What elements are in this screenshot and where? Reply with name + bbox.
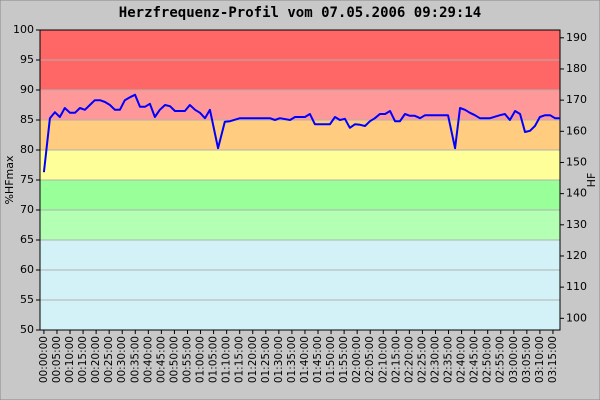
x-tick-label: 02:55:00 — [495, 336, 507, 383]
x-tick-label: 00:35:00 — [129, 336, 141, 383]
x-tick-label: 02:45:00 — [469, 336, 481, 383]
x-tick-label: 01:15:00 — [234, 336, 246, 383]
zone — [40, 150, 560, 180]
x-tick-label: 01:25:00 — [260, 336, 272, 383]
x-tick-label: 03:15:00 — [547, 336, 559, 383]
x-tick-label: 02:15:00 — [390, 336, 402, 383]
x-tick-label: 01:55:00 — [338, 336, 350, 383]
y-tick-label: 80 — [20, 143, 34, 156]
x-tick-label: 02:30:00 — [429, 336, 441, 383]
y-tick-label: 55 — [20, 293, 34, 306]
zone — [40, 120, 560, 150]
plot-frame — [39, 29, 561, 331]
y2-tick-label: 120 — [566, 249, 587, 262]
y-tick-label: 65 — [20, 233, 34, 246]
x-tick-label: 00:50:00 — [168, 336, 180, 383]
x-tick-label: 02:05:00 — [364, 336, 376, 383]
x-tick-label: 03:10:00 — [534, 336, 546, 383]
zone — [40, 240, 560, 330]
y2-tick-label: 150 — [566, 155, 587, 168]
y-axis-label: %HFmax — [3, 155, 16, 205]
x-tick-label: 02:50:00 — [482, 336, 494, 383]
y-tick-label: 85 — [20, 113, 34, 126]
x-tick-label: 01:50:00 — [325, 336, 337, 383]
x-tick-label: 00:15:00 — [77, 336, 89, 383]
zone — [40, 90, 560, 120]
y-tick-label: 60 — [20, 263, 34, 276]
y2-tick-label: 130 — [566, 218, 587, 231]
y2-tick-label: 190 — [566, 31, 587, 44]
zone — [40, 210, 560, 240]
x-tick-label: 00:05:00 — [51, 336, 63, 383]
x-tick-label: 02:40:00 — [456, 336, 468, 383]
y2-tick-label: 160 — [566, 124, 587, 137]
y2-tick-label: 100 — [566, 311, 587, 324]
y2-tick-label: 170 — [566, 93, 587, 106]
y-tick-label: 100 — [13, 23, 34, 36]
x-tick-label: 01:40:00 — [299, 336, 311, 383]
x-tick-label: 02:35:00 — [443, 336, 455, 383]
y2-tick-label: 180 — [566, 62, 587, 75]
x-tick-label: 01:00:00 — [195, 336, 207, 383]
x-tick-label: 01:45:00 — [312, 336, 324, 383]
y-tick-label: 95 — [20, 53, 34, 66]
y2-tick-label: 110 — [566, 280, 587, 293]
zone — [40, 180, 560, 210]
y2-tick-label: 140 — [566, 187, 587, 200]
x-tick-label: 02:25:00 — [416, 336, 428, 383]
x-tick-label: 00:30:00 — [116, 336, 128, 383]
x-tick-label: 01:35:00 — [286, 336, 298, 383]
x-tick-label: 00:25:00 — [103, 336, 115, 383]
y-tick-label: 50 — [20, 323, 34, 336]
x-tick-label: 01:10:00 — [221, 336, 233, 383]
y2-axis-label: HF — [585, 173, 598, 188]
x-tick-label: 02:00:00 — [351, 336, 363, 383]
x-tick-label: 00:20:00 — [90, 336, 102, 383]
x-tick-label: 00:45:00 — [155, 336, 167, 383]
x-tick-label: 00:10:00 — [64, 336, 76, 383]
x-tick-label: 00:55:00 — [181, 336, 193, 383]
y-tick-label: 75 — [20, 173, 34, 186]
y-tick-label: 70 — [20, 203, 34, 216]
x-tick-label: 01:30:00 — [273, 336, 285, 383]
x-tick-label: 01:05:00 — [208, 336, 220, 383]
x-tick-label: 00:40:00 — [142, 336, 154, 383]
y-tick-label: 90 — [20, 83, 34, 96]
x-tick-label: 03:00:00 — [508, 336, 520, 383]
x-tick-label: 01:20:00 — [247, 336, 259, 383]
x-tick-label: 02:10:00 — [377, 336, 389, 383]
line — [42, 93, 560, 173]
x-tick-label: 00:00:00 — [38, 336, 50, 383]
x-tick-label: 02:20:00 — [403, 336, 415, 383]
chart-title: Herzfrequenz-Profil vom 07.05.2006 09:29… — [119, 5, 481, 21]
x-tick-label: 03:05:00 — [521, 336, 533, 383]
